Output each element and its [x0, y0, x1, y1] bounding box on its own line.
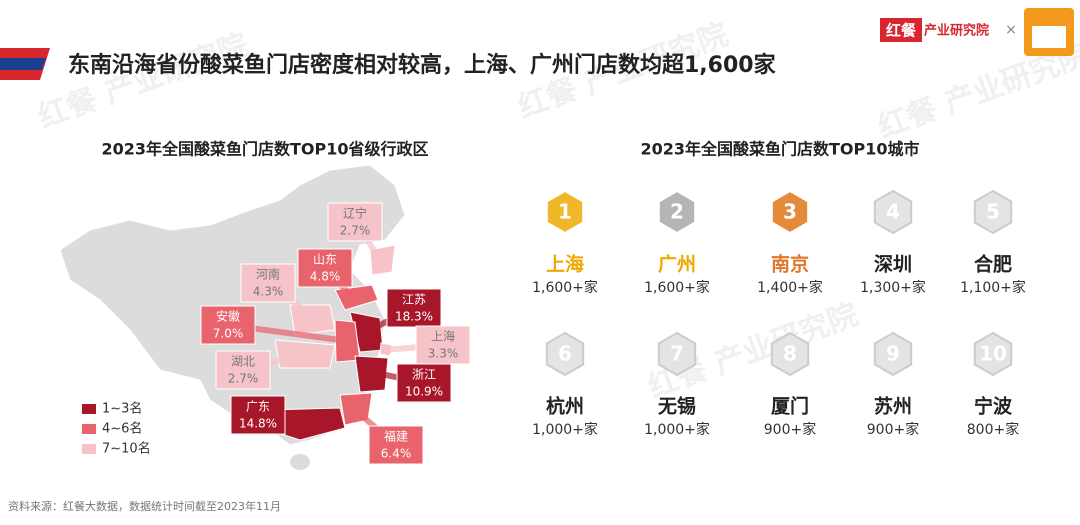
province-share: 3.3%: [428, 347, 459, 361]
watermark: 红餐 产业研究院: [34, 27, 253, 135]
rank-number: 10: [979, 342, 1007, 366]
city-count: 900+家: [867, 421, 919, 438]
legend-label: 7~10名: [102, 441, 151, 457]
province-share: 2.7%: [340, 224, 371, 238]
rank-number: 2: [670, 200, 684, 224]
province-name: 安徽: [216, 309, 240, 324]
partner-logo: [1032, 26, 1066, 48]
rank-number: 8: [783, 342, 797, 366]
provinces-layer: 辽宁 2.7% 山东 4.8% 河南 4.3% 江苏 18.3% 安徽 7.0% 上海 3.3% 湖北 2…: [200, 202, 471, 465]
logo-box: [880, 18, 922, 42]
rank-badge: [657, 189, 697, 235]
province-area: [289, 304, 336, 336]
rank-badge: [770, 331, 810, 377]
city-name: 苏州: [874, 395, 912, 418]
city-count: 900+家: [764, 421, 816, 438]
city-count: 1,000+家: [644, 421, 710, 438]
separator: ×: [1005, 22, 1017, 38]
rank-badge: [873, 331, 913, 377]
city-name: 无锡: [658, 395, 696, 418]
province-name: 广东: [246, 400, 270, 414]
rank-number: 5: [986, 200, 1000, 224]
province-share: 10.9%: [405, 385, 443, 399]
header-stripe: [0, 58, 46, 70]
city-name: 深圳: [874, 253, 912, 276]
city-count: 1,300+家: [860, 279, 926, 296]
province-label-box: [368, 425, 424, 465]
city-name: 上海: [546, 253, 584, 276]
page-title: 东南沿海省份酸菜鱼门店密度相对较高，上海、广州门店数均超1,600家: [68, 52, 777, 78]
province-share: 7.0%: [213, 327, 244, 341]
province-name: 浙江: [412, 368, 436, 382]
city-name: 宁波: [974, 395, 1013, 418]
rank-badge: [657, 331, 697, 377]
rank-number: 6: [558, 342, 572, 366]
legend-swatch: [82, 404, 96, 414]
rank-badge: [545, 189, 585, 235]
province-label-box: [200, 305, 256, 345]
legend-label: 4~6名: [102, 421, 142, 437]
province-name: 辽宁: [343, 206, 367, 221]
province-label-box: [386, 288, 442, 328]
legend-swatch: [82, 424, 96, 434]
logo-sub: 产业研究院: [924, 23, 989, 39]
rank-badge: [873, 189, 913, 235]
city-count: 1,600+家: [532, 279, 598, 296]
city-count: 800+家: [967, 421, 1019, 438]
hainan: [290, 454, 310, 470]
province-name: 河南: [256, 267, 280, 282]
province-share: 4.3%: [253, 285, 284, 299]
logo: 红餐: [886, 22, 917, 40]
city-name: 厦门: [771, 395, 809, 418]
rank-badge: [973, 189, 1013, 235]
map-title: 2023年全国酸菜鱼门店数TOP10省级行政区: [101, 140, 428, 159]
province-name: 湖北: [231, 354, 255, 369]
source-note: 资料来源：红餐大数据，数据统计时间截至2023年11月: [8, 499, 281, 513]
cities-layer: 1 上海 1,600+家 2 广州 1,600+家 3 南京 1,400+家 4 深圳 1,300+家…: [532, 189, 1026, 438]
rank-badge: [545, 331, 585, 377]
rank-badge: [770, 189, 810, 235]
city-name: 南京: [771, 253, 809, 276]
province-label-box: [215, 350, 271, 390]
city-count: 1,400+家: [757, 279, 823, 296]
province-label-box: [297, 248, 353, 288]
province-label-box: [327, 202, 383, 242]
rank-number: 9: [886, 342, 900, 366]
rank-number: 4: [886, 200, 900, 224]
rank-number: 3: [783, 200, 797, 224]
rank-number: 7: [670, 342, 684, 366]
province-area: [274, 339, 336, 369]
city-count: 1,100+家: [960, 279, 1026, 296]
province-share: 4.8%: [310, 270, 341, 284]
province-share: 6.4%: [381, 447, 412, 461]
cities-title: 2023年全国酸菜鱼门店数TOP10城市: [640, 140, 919, 159]
province-label-box: [415, 325, 471, 365]
city-name: 杭州: [546, 395, 584, 418]
rank-badge: [973, 331, 1013, 377]
city-count: 1,600+家: [644, 279, 710, 296]
province-name: 上海: [431, 329, 455, 344]
province-name: 江苏: [402, 293, 426, 307]
city-name: 合肥: [974, 253, 1012, 276]
rank-number: 1: [558, 200, 572, 224]
province-label-box: [240, 263, 296, 303]
legend-swatch: [82, 444, 96, 454]
legend-label: 1~3名: [102, 401, 142, 417]
province-share: 2.7%: [228, 372, 259, 386]
city-name: 广州: [658, 253, 696, 276]
province-label-box: [396, 363, 452, 403]
province-label-box: [230, 395, 286, 435]
city-count: 1,000+家: [532, 421, 598, 438]
province-share: 14.8%: [239, 417, 277, 431]
province-name: 福建: [384, 429, 408, 444]
province-name: 山东: [313, 253, 337, 267]
province-share: 18.3%: [395, 310, 433, 324]
province-area: [354, 355, 389, 393]
